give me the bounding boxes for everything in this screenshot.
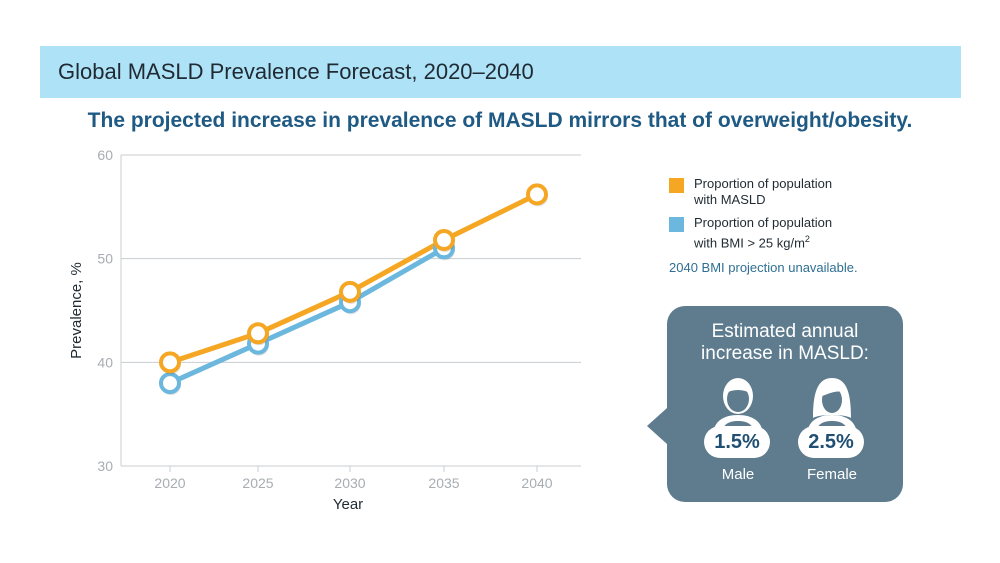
point-masld-2025 <box>247 322 269 345</box>
point-masld-2030 <box>339 280 361 303</box>
legend-label-bmi-text: with BMI > 25 kg/m <box>694 235 805 251</box>
legend-label-bmi-line2: with BMI > 25 kg/m2 <box>694 231 929 251</box>
legend-label-masld-line2: with MASLD <box>694 192 766 207</box>
callout-pointer <box>647 408 667 444</box>
legend-item-masld: Proportion of population with MASLD <box>669 176 929 208</box>
x-axis-label: Year <box>333 496 363 513</box>
female-label: Female <box>806 466 858 483</box>
series-line-bmi <box>167 245 447 386</box>
callout-heading-line1: Estimated annual <box>711 321 859 342</box>
point-bmi-2020 <box>159 372 181 395</box>
male-label: Male <box>721 466 755 483</box>
y-tick-label-60: 60 <box>97 147 113 163</box>
legend-label-bmi-sup: 2 <box>804 234 810 244</box>
male-stat: 1.5% Male <box>700 374 776 494</box>
point-masld-2040 <box>526 183 548 206</box>
y-tick-label-30: 30 <box>97 458 113 474</box>
legend-note: 2040 BMI projection unavailable. <box>669 260 858 275</box>
female-stat: 2.5% Female <box>794 374 870 494</box>
legend: Proportion of population with MASLD Prop… <box>669 176 929 258</box>
y-axis-label: Prevalence, % <box>68 262 85 359</box>
legend-label-masld-line1: Proportion of population <box>694 176 833 191</box>
legend-swatch-masld <box>669 178 684 193</box>
callout-heading: Estimated annual increase in MASLD: <box>667 321 903 365</box>
point-masld-2020 <box>159 351 181 374</box>
x-tick-label-2025: 2025 <box>242 475 273 491</box>
callout-box: Estimated annual increase in MASLD: 1.5%… <box>647 306 903 502</box>
series-line-masld <box>167 191 540 365</box>
female-increase-value: 2.5% <box>798 426 864 458</box>
chart-subtitle: The projected increase in prevalence of … <box>87 109 913 132</box>
callout-heading-line2: increase in MASLD: <box>701 343 869 364</box>
y-tick-label-50: 50 <box>97 251 113 267</box>
legend-label-bmi-line1: Proportion of population <box>694 215 833 230</box>
x-tick-label-2035: 2035 <box>428 475 459 491</box>
point-masld-2035 <box>433 229 455 252</box>
x-tick-label-2030: 2030 <box>334 475 365 491</box>
male-increase-value: 1.5% <box>704 426 770 458</box>
legend-item-bmi: Proportion of population with BMI > 25 k… <box>669 215 929 251</box>
title-bar: Global MASLD Prevalence Forecast, 2020–2… <box>40 46 961 98</box>
chart-title: Global MASLD Prevalence Forecast, 2020–2… <box>58 59 534 84</box>
x-tick-label-2040: 2040 <box>521 475 552 491</box>
y-tick-label-40: 40 <box>97 354 113 370</box>
legend-swatch-bmi <box>669 217 684 232</box>
x-tick-label-2020: 2020 <box>154 475 185 491</box>
